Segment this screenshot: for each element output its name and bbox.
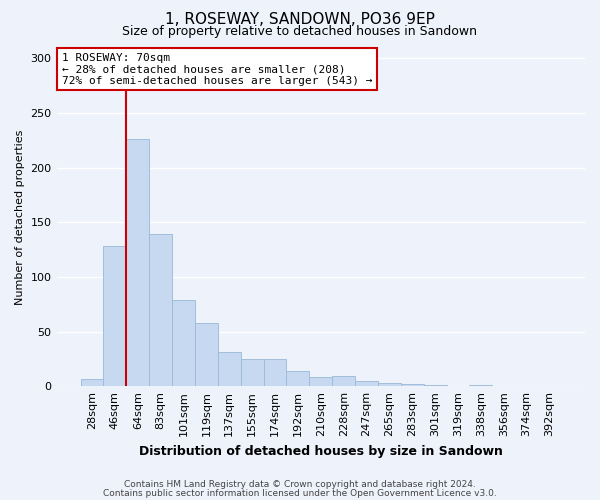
Bar	[424, 385, 446, 386]
Bar	[241, 359, 263, 386]
Bar	[401, 384, 424, 386]
Text: 1 ROSEWAY: 70sqm
← 28% of detached houses are smaller (208)
72% of semi-detached: 1 ROSEWAY: 70sqm ← 28% of detached house…	[62, 52, 373, 86]
Text: Size of property relative to detached houses in Sandown: Size of property relative to detached ho…	[122, 25, 478, 38]
Bar	[332, 376, 355, 386]
Bar	[355, 380, 378, 386]
Bar	[378, 383, 401, 386]
Bar	[172, 300, 195, 386]
Bar	[127, 140, 149, 386]
Bar	[103, 246, 127, 386]
Bar	[286, 371, 310, 386]
Text: Contains public sector information licensed under the Open Government Licence v3: Contains public sector information licen…	[103, 488, 497, 498]
Bar	[469, 385, 493, 386]
Bar	[195, 323, 218, 386]
Bar	[263, 359, 286, 386]
Text: Contains HM Land Registry data © Crown copyright and database right 2024.: Contains HM Land Registry data © Crown c…	[124, 480, 476, 489]
Bar	[310, 378, 332, 386]
Bar	[80, 378, 103, 386]
Text: 1, ROSEWAY, SANDOWN, PO36 9EP: 1, ROSEWAY, SANDOWN, PO36 9EP	[165, 12, 435, 28]
Bar	[149, 234, 172, 386]
X-axis label: Distribution of detached houses by size in Sandown: Distribution of detached houses by size …	[139, 444, 503, 458]
Bar	[218, 352, 241, 386]
Y-axis label: Number of detached properties: Number of detached properties	[15, 129, 25, 304]
